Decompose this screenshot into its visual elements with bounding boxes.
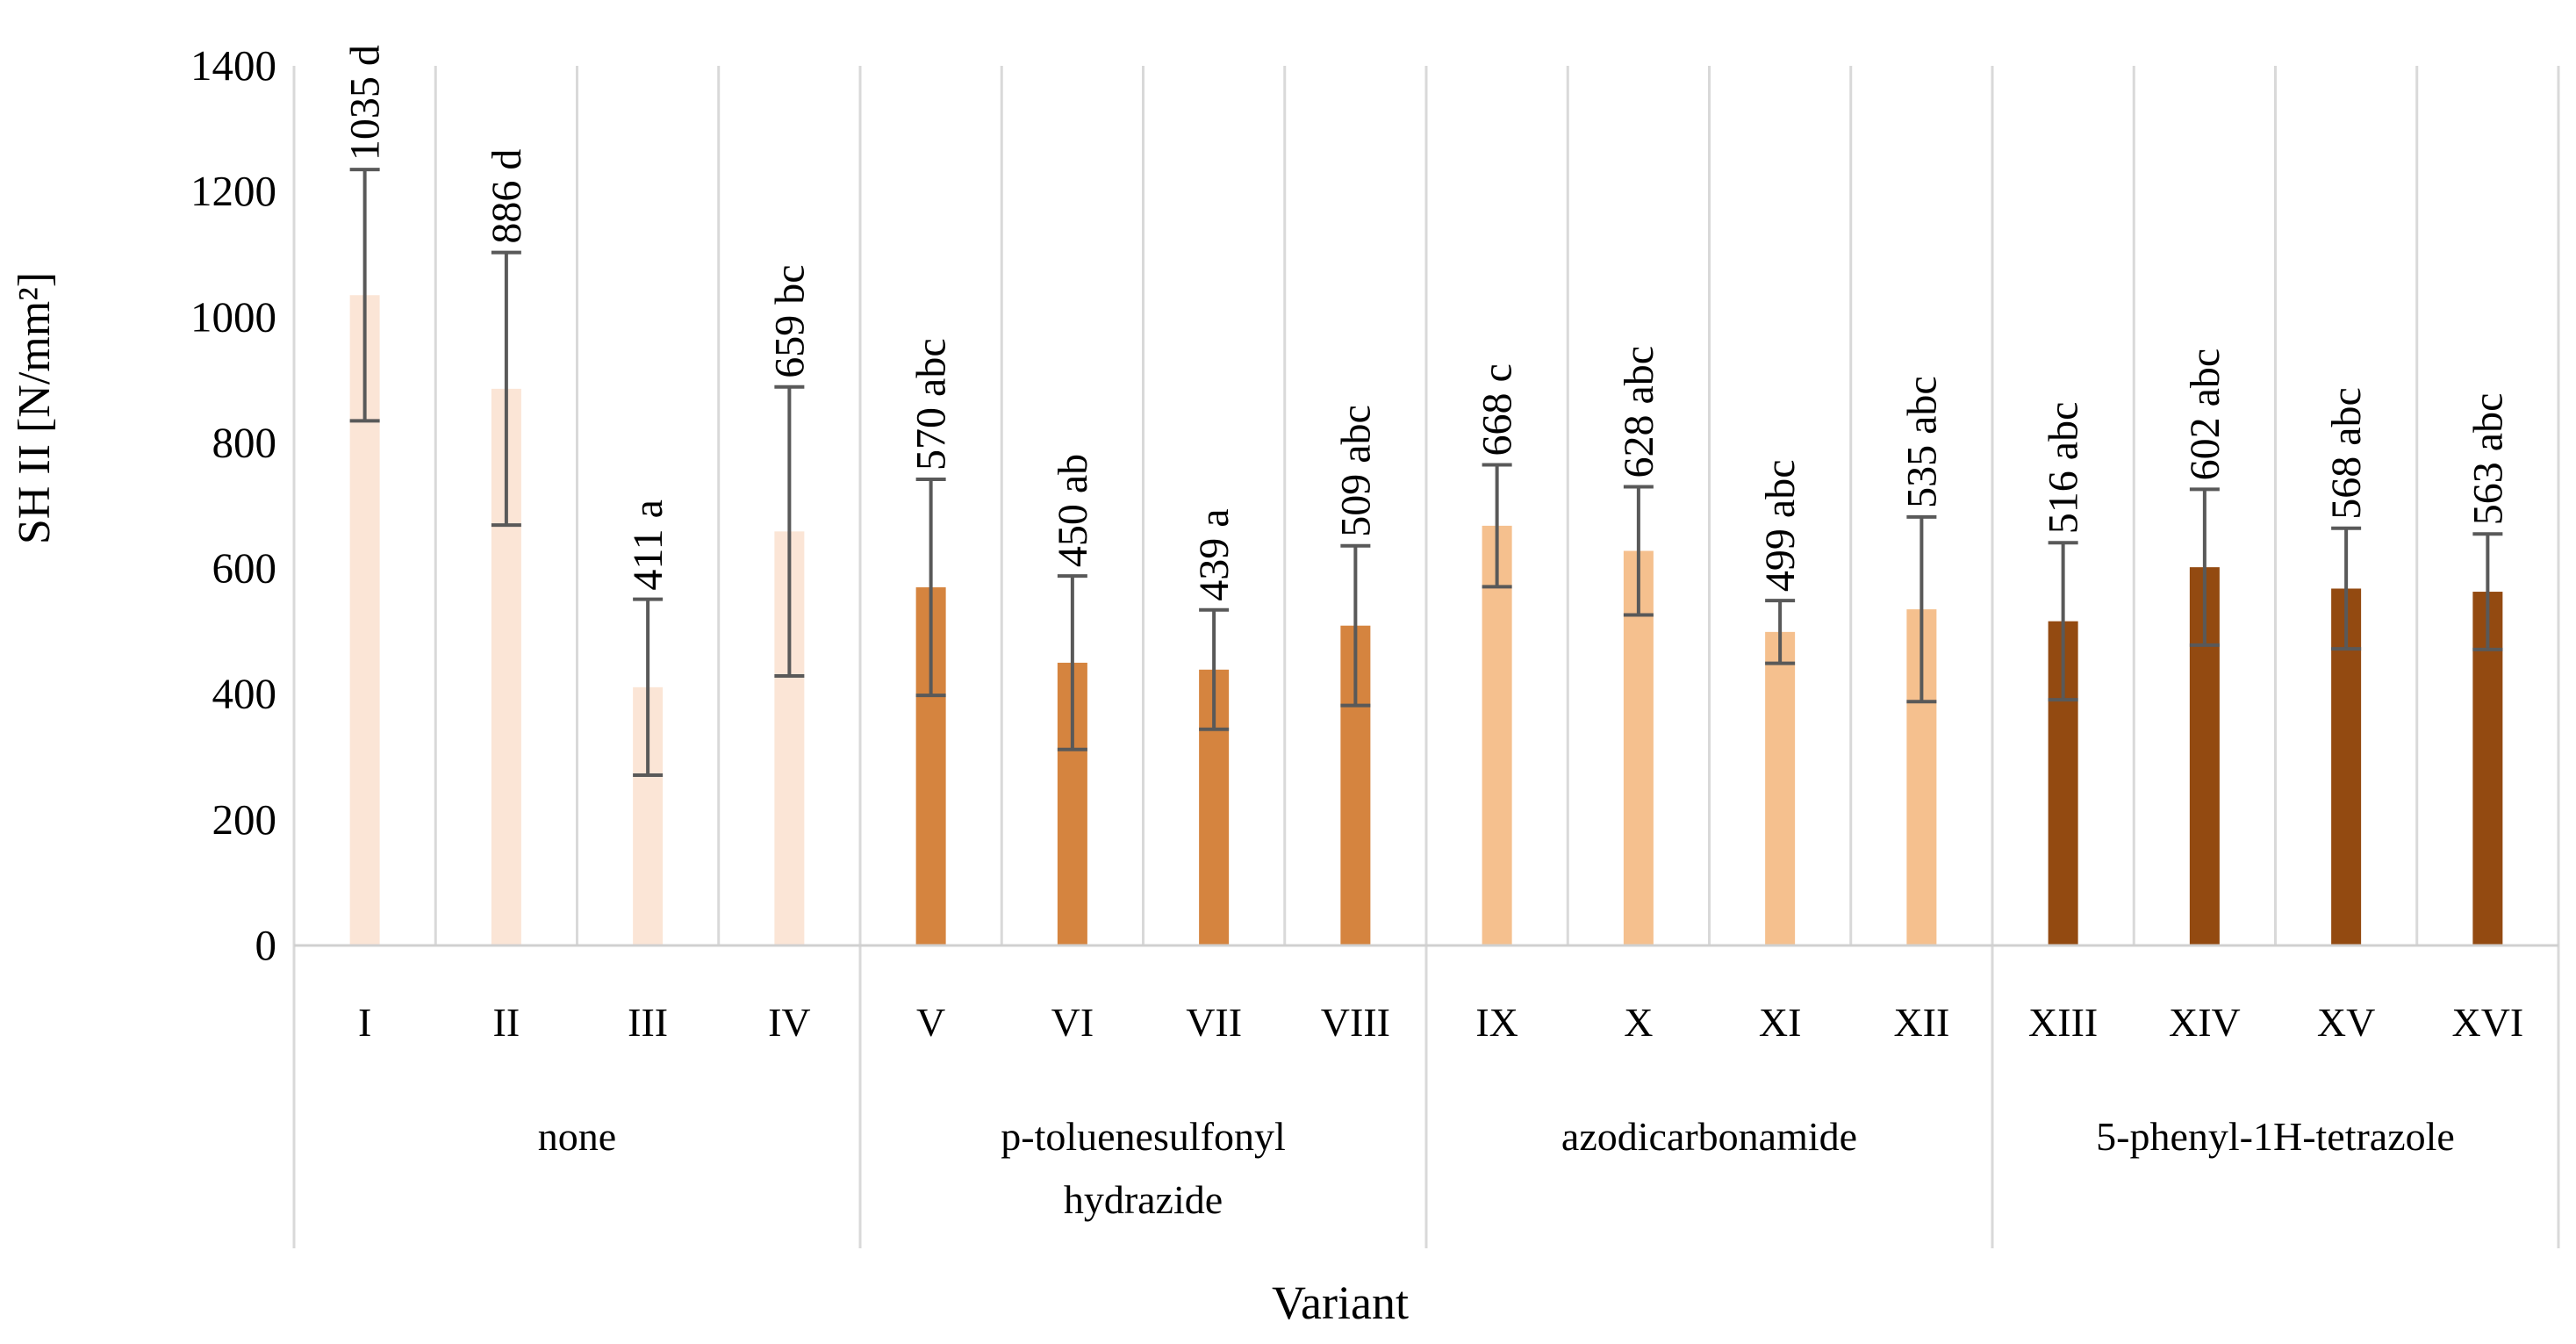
data-labels: 1035 d 886 d 411 a 659 bc 570 abc 450 ab 439 a…	[342, 45, 2512, 601]
data-label: 516 abc	[2041, 402, 2087, 535]
x-tick-label: XIV	[2169, 1000, 2241, 1045]
bar	[1482, 525, 1512, 945]
x-axis-title: Variant	[1272, 1276, 1409, 1329]
y-tick-label: 600	[212, 544, 277, 593]
x-tick-label: II	[493, 1000, 520, 1045]
data-label: 450 ab	[1050, 454, 1096, 567]
data-label: 568 abc	[2323, 387, 2370, 520]
data-label: 886 d	[484, 149, 530, 244]
x-tick-label: XVI	[2451, 1000, 2523, 1045]
group-label: 5-phenyl-1H-tetrazole	[2096, 1114, 2455, 1159]
x-tick-label: VII	[1186, 1000, 1242, 1045]
error-bars	[349, 168, 2503, 778]
group-label: azodicarbonamide	[1561, 1114, 1857, 1159]
x-tick-label: VIII	[1321, 1000, 1390, 1045]
x-tick-label: IV	[768, 1000, 811, 1045]
bar	[1765, 631, 1796, 945]
y-tick-label: 1200	[190, 167, 276, 215]
data-label: 628 abc	[1616, 346, 1662, 478]
data-label: 659 bc	[766, 264, 813, 377]
x-tick-label: IX	[1475, 1000, 1518, 1045]
group-label: hydrazide	[1064, 1177, 1223, 1222]
data-label: 563 abc	[2465, 393, 2511, 526]
data-label: 668 c	[1475, 363, 1521, 456]
data-label: 602 abc	[2182, 349, 2228, 481]
x-tick-label: XI	[1759, 1000, 1802, 1045]
data-label: 411 a	[625, 500, 671, 591]
data-label: 509 abc	[1332, 405, 1379, 537]
y-axis-title: SH II [N/mm²]	[10, 272, 60, 544]
x-tick-label: XV	[2317, 1000, 2375, 1045]
y-tick-label: 200	[212, 795, 277, 844]
x-tick-label: III	[628, 1000, 668, 1045]
x-tick-label: I	[358, 1000, 371, 1045]
y-tick-label: 1400	[190, 41, 276, 90]
data-label: 499 abc	[1757, 459, 1804, 592]
data-label: 439 a	[1191, 508, 1238, 600]
data-label: 1035 d	[342, 45, 389, 161]
group-label: none	[538, 1114, 616, 1159]
grid	[292, 66, 2560, 1248]
y-tick-label: 800	[212, 418, 277, 466]
y-tick-label: 0	[255, 921, 277, 969]
data-label: 570 abc	[908, 338, 955, 471]
data-label: 535 abc	[1898, 376, 1945, 508]
y-tick-label: 1000	[190, 292, 276, 341]
group-label: p-toluenesulfonyl	[1001, 1114, 1286, 1159]
x-tick-label: XIII	[2028, 1000, 2098, 1045]
y-tick-label: 400	[212, 670, 277, 718]
x-tick-label: V	[916, 1000, 945, 1045]
x-tick-label: XII	[1893, 1000, 1949, 1045]
x-tick-label: X	[1624, 1000, 1653, 1045]
x-tick-label: VI	[1051, 1000, 1094, 1045]
